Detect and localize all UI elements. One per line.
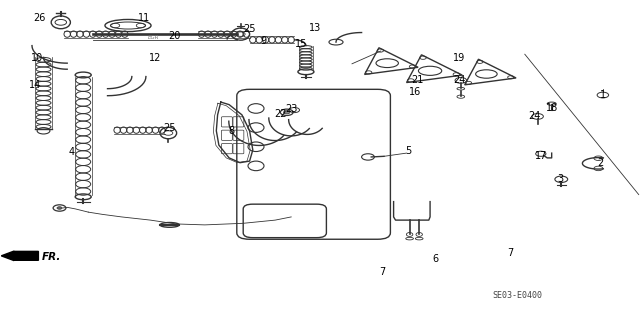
Text: 11: 11 — [138, 12, 150, 23]
Text: 24: 24 — [453, 75, 466, 85]
Text: 22: 22 — [274, 109, 287, 119]
Text: 25: 25 — [163, 123, 176, 133]
Text: 26: 26 — [33, 12, 46, 23]
Text: 18: 18 — [545, 103, 558, 113]
Text: 14: 14 — [29, 80, 42, 91]
Text: 13: 13 — [308, 23, 321, 33]
Text: 17: 17 — [534, 151, 547, 161]
Text: 8: 8 — [228, 126, 235, 137]
Text: 2: 2 — [597, 158, 604, 168]
Text: 19: 19 — [453, 53, 466, 63]
Text: SE03-E0400: SE03-E0400 — [493, 292, 543, 300]
Text: 15: 15 — [294, 39, 307, 49]
Text: 23: 23 — [285, 104, 298, 114]
Text: 20: 20 — [168, 31, 180, 41]
Text: 5: 5 — [405, 145, 412, 156]
Text: 1: 1 — [600, 90, 606, 100]
Circle shape — [284, 111, 290, 114]
Text: 10: 10 — [31, 53, 44, 63]
Text: 21: 21 — [411, 75, 424, 85]
Text: 7: 7 — [508, 248, 514, 258]
Circle shape — [57, 207, 62, 209]
Text: 16: 16 — [408, 87, 421, 97]
Text: 6: 6 — [432, 254, 438, 264]
Text: 24: 24 — [528, 111, 541, 122]
Text: 25: 25 — [243, 24, 256, 34]
Text: 9: 9 — [260, 36, 267, 47]
Text: 7: 7 — [380, 267, 386, 277]
Text: FR.: FR. — [42, 252, 61, 262]
FancyArrow shape — [1, 251, 38, 261]
Text: EGR: EGR — [148, 35, 159, 40]
Text: 4: 4 — [68, 146, 75, 157]
Text: 12: 12 — [148, 53, 161, 63]
Text: 3: 3 — [557, 174, 563, 184]
